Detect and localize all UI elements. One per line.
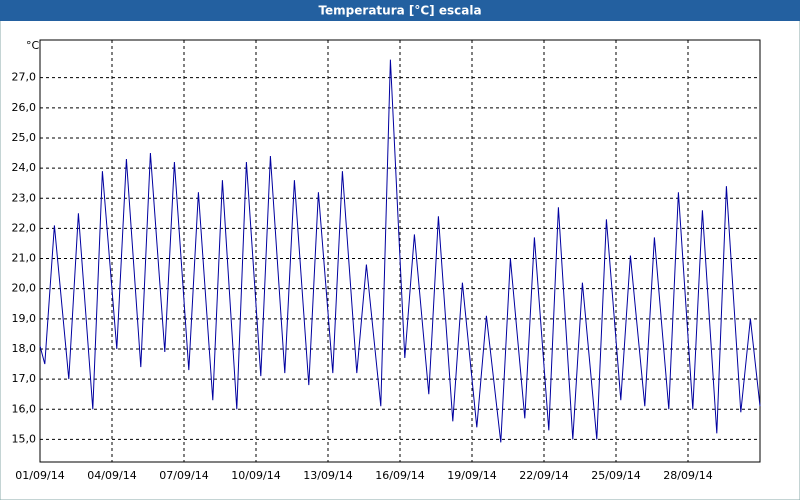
- x-tick-label: 25/09/14: [591, 469, 640, 482]
- y-tick-label: 23,0: [12, 191, 37, 204]
- y-tick-label: 27,0: [12, 71, 37, 84]
- x-tick-label: 01/09/14: [15, 469, 64, 482]
- y-tick-label: 16,0: [12, 402, 37, 415]
- y-tick-label: 22,0: [12, 221, 37, 234]
- title-bar: [0, 0, 800, 21]
- x-tick-label: 13/09/14: [303, 469, 352, 482]
- line: [39, 59, 761, 443]
- y-tick-label: 18,0: [12, 342, 37, 355]
- y-tick-label: 26,0: [12, 101, 37, 114]
- y-tick-label: 15,0: [12, 432, 37, 445]
- y-axis-label: °C: [26, 39, 40, 52]
- chart-title: Temperatura [°C] escala: [318, 4, 481, 18]
- x-tick-label: 16/09/14: [375, 469, 424, 482]
- y-tick-label: 24,0: [12, 161, 37, 174]
- x-tick-label: 04/09/14: [87, 469, 136, 482]
- x-tick-label: 28/09/14: [663, 469, 712, 482]
- y-tick-label: 17,0: [12, 372, 37, 385]
- x-tick-label: 10/09/14: [231, 469, 280, 482]
- x-tick-label: 19/09/14: [447, 469, 496, 482]
- y-tick-label: 19,0: [12, 312, 37, 325]
- x-tick-label: 22/09/14: [519, 469, 568, 482]
- y-tick-label: 21,0: [12, 252, 37, 265]
- x-tick-label: 07/09/14: [159, 469, 208, 482]
- y-tick-label: 25,0: [12, 131, 37, 144]
- y-tick-label: 20,0: [12, 282, 37, 295]
